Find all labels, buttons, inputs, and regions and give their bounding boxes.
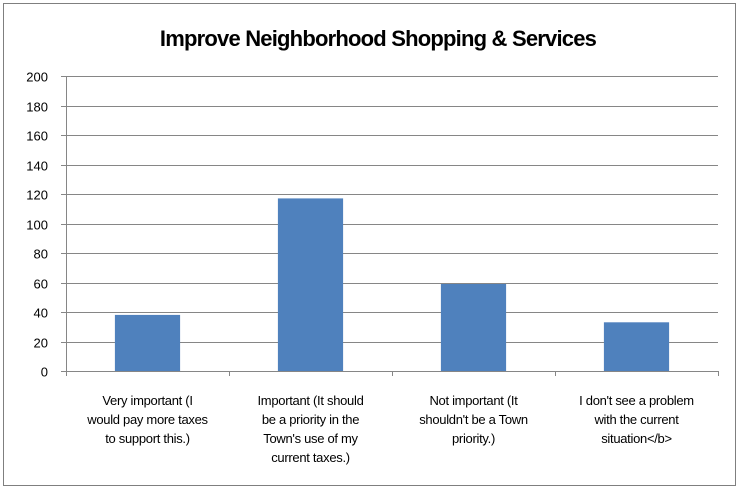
x-category-label-line: would pay more taxes	[86, 412, 208, 427]
x-category-label-line: Not important (It	[429, 393, 518, 408]
chart-title: Improve Neighborhood Shopping & Services	[160, 26, 597, 51]
y-tick-label: 120	[26, 188, 48, 203]
y-tick-label: 180	[26, 100, 48, 115]
x-category-label-line: Important (It should	[258, 393, 364, 408]
y-tick-label: 160	[26, 129, 48, 144]
x-category-label-line: with the current	[593, 412, 679, 427]
x-category-label-line: Very important (I	[102, 393, 192, 408]
x-category-label-line: I don't see a problem	[579, 393, 694, 408]
y-tick-label: 200	[26, 70, 48, 85]
x-category-label-line: current taxes.)	[271, 450, 350, 465]
bar	[114, 314, 181, 371]
y-tick-label: 140	[26, 159, 48, 174]
bar	[440, 284, 507, 371]
bar	[603, 322, 670, 371]
x-category-label-line: to support this.)	[105, 431, 190, 446]
x-category-label: I don't see a problem with the current sit…	[579, 393, 694, 446]
bars	[66, 198, 719, 376]
x-category-label-line: Town's use of my	[263, 431, 358, 446]
x-category-label-line: shouldn't be a Town	[419, 412, 528, 427]
chart-frame	[3, 3, 736, 486]
y-axis-ticks: 0 20 40 60 80 100 120 140 160 180 200	[26, 70, 48, 380]
x-category-label: Very important (I would pay more taxes to …	[86, 393, 208, 446]
axes	[66, 76, 718, 372]
y-tick-label: 80	[34, 247, 48, 262]
y-tick-label: 40	[34, 306, 48, 321]
x-axis-category-labels: Very important (I would pay more taxes to …	[86, 393, 694, 465]
x-category-label-line: priority.)	[452, 431, 495, 446]
y-tick-label: 100	[26, 218, 48, 233]
x-category-label-line: situation</b>	[601, 431, 672, 446]
bar	[277, 198, 344, 371]
x-category-label: Important (It should be a priority in the…	[258, 393, 364, 465]
x-category-label: Not important (It shouldn't be a Town prio…	[419, 393, 528, 446]
y-tick-label: 20	[34, 336, 48, 351]
x-category-label-line: be a priority in the	[262, 412, 359, 427]
y-tick-label: 60	[34, 277, 48, 292]
y-tick-label: 0	[41, 365, 48, 380]
